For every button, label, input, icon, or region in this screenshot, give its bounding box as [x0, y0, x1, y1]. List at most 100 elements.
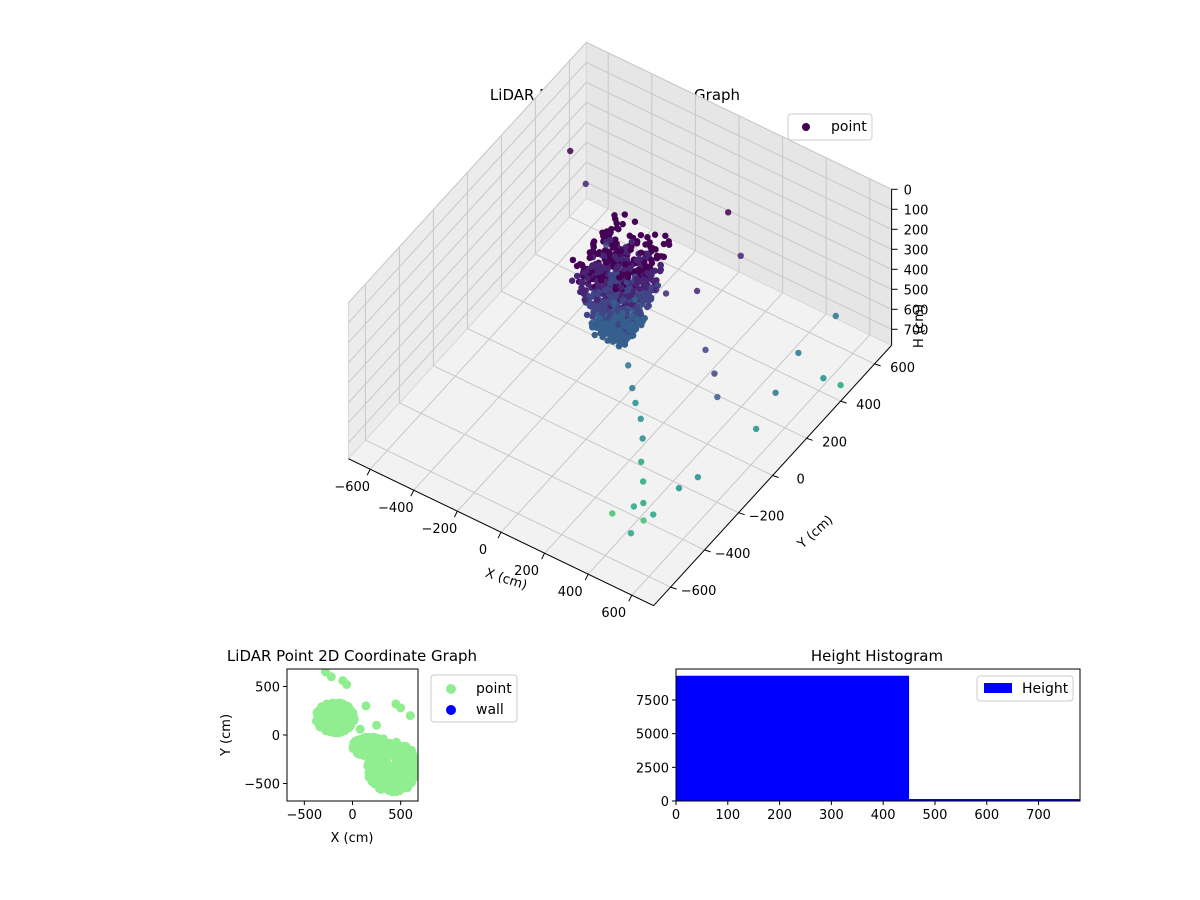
point-2d [323, 715, 333, 725]
legend-histogram-swatch [984, 683, 1012, 693]
point-3d [649, 277, 656, 284]
point-3d [630, 503, 638, 510]
point-3d [620, 321, 627, 328]
point-3d [573, 262, 581, 270]
point-2d [378, 734, 388, 744]
point-2d [347, 713, 357, 723]
legend-3d: point [787, 113, 873, 141]
point-3d [622, 244, 629, 251]
point-2d [335, 698, 345, 708]
point-3d [590, 303, 597, 310]
legend-2d-marker-point [446, 684, 456, 694]
point-3d [637, 249, 645, 256]
point-2d [320, 723, 330, 733]
x-tick-label-3d: −600 [334, 480, 370, 495]
points-2d [312, 669, 418, 797]
y-axis-label-3d: Y (cm) [794, 513, 836, 553]
point-3d [752, 425, 760, 433]
point-3d [617, 248, 625, 255]
point-3d [665, 238, 672, 245]
point-3d [619, 310, 626, 317]
point-3d [607, 271, 615, 278]
legend-2d-marker-wall [446, 705, 456, 715]
point-2d [391, 786, 401, 796]
point-3d [594, 265, 601, 273]
y-tick-3d [874, 363, 881, 367]
point-2d [363, 732, 373, 742]
grid-h-back [586, 121, 892, 270]
point-2d [378, 767, 388, 777]
point-3d [625, 293, 632, 300]
point-3d [616, 274, 623, 281]
point-3d [625, 362, 632, 369]
h-tick-label-3d: 300 [904, 243, 929, 258]
x-tick-3d [541, 552, 546, 560]
point-3d [607, 229, 614, 236]
point-2d [356, 738, 366, 748]
point-3d [624, 287, 632, 294]
point-2d [315, 712, 325, 722]
point-3d [602, 306, 609, 313]
h-tick-label-3d: 600 [904, 303, 929, 318]
point-3d [633, 303, 641, 311]
point-3d [636, 285, 643, 292]
grid-y-floor [467, 328, 773, 476]
x-tick-label-3d: −200 [422, 522, 458, 537]
point-3d [612, 286, 619, 293]
point-3d [660, 253, 668, 261]
grid-y-floor [501, 290, 807, 439]
point-2d [394, 744, 404, 754]
point-3d [606, 252, 614, 260]
h-tick-label-3d: 700 [904, 323, 929, 338]
point-2d [396, 774, 406, 784]
x-tick-label-hist: 600 [974, 808, 999, 823]
legend-histogram-label: Height [1022, 681, 1069, 697]
histogram-bars [676, 675, 1080, 801]
point-3d [627, 246, 634, 253]
point-3d [597, 277, 605, 284]
h-tick-label-3d: 200 [904, 223, 929, 238]
point-3d [601, 287, 609, 294]
x-tick-label-hist: 200 [767, 808, 792, 823]
grid-y-floor [365, 439, 671, 588]
point-3d [653, 255, 661, 262]
x-tick-label-hist: 500 [923, 808, 948, 823]
point-3d [590, 240, 597, 247]
point-3d [609, 338, 617, 345]
point-3d [594, 250, 601, 258]
axes-3d-grid [348, 41, 892, 596]
x-tick-label-hist: 700 [1026, 808, 1051, 823]
point-2d [366, 745, 376, 755]
point-3d [596, 305, 603, 312]
point-3d [737, 252, 744, 259]
x-tick-label-hist: 400 [871, 808, 896, 823]
point-3d [607, 310, 614, 317]
x-tick-label-hist: 0 [672, 808, 680, 823]
x-tick-3d [453, 510, 458, 518]
point-3d [615, 333, 622, 340]
grid-h-left [348, 181, 587, 444]
point-3d [651, 231, 659, 238]
y-tick-label-2d: −500 [244, 778, 280, 793]
point-3d [589, 324, 596, 331]
point-3d [603, 259, 610, 266]
point-3d [582, 180, 589, 188]
point-3d [609, 510, 616, 517]
point-3d [636, 278, 643, 285]
point-3d [623, 278, 631, 286]
y-axis-label-2d: Y (cm) [219, 714, 234, 757]
y-tick-3d [670, 586, 677, 590]
point-3d [584, 275, 591, 282]
point-3d [714, 393, 721, 401]
y-tick-label-hist: 5000 [636, 728, 669, 743]
point-3d [578, 284, 585, 291]
x-tick-label-3d: 0 [479, 543, 487, 558]
point-3d [633, 257, 640, 264]
point-3d [639, 317, 647, 325]
x-tick-label-2d: 500 [388, 808, 413, 823]
point-3d [591, 331, 598, 339]
x-tick-label-hist: 300 [819, 808, 844, 823]
histogram-bar [909, 799, 1080, 801]
point-3d [602, 231, 609, 238]
point-3d [694, 473, 702, 481]
